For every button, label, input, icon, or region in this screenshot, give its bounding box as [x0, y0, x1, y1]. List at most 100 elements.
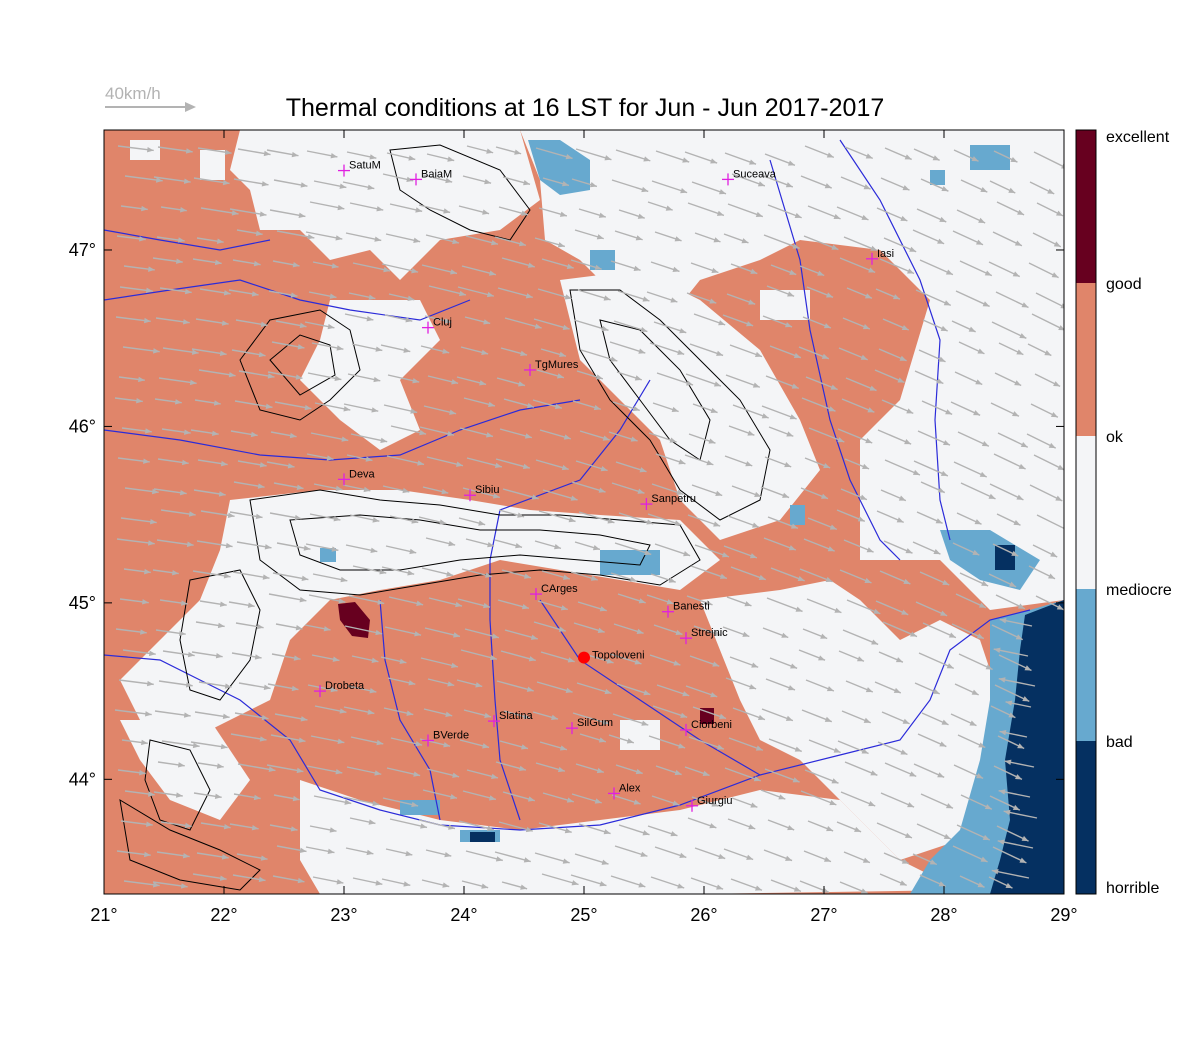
wind-arrow-head — [368, 294, 376, 300]
wind-arrow-head — [551, 714, 559, 720]
wind-arrow-head — [859, 494, 867, 500]
wind-arrow-head — [984, 804, 992, 810]
wind-arrow-head — [492, 493, 500, 499]
wind-arrow-head — [1009, 581, 1017, 587]
wind-arrow-head — [526, 402, 534, 409]
wind-arrow-head — [144, 568, 151, 575]
wind-arrow-head — [304, 404, 312, 411]
wind-arrow-head — [823, 463, 831, 469]
city-marker: Sibiu — [464, 484, 499, 502]
wind-arrow-head — [871, 639, 879, 645]
wind-arrow-head — [447, 156, 455, 162]
wind-arrow-head — [142, 599, 149, 605]
wind-arrow-head — [261, 181, 269, 187]
ok-region-danube-valley — [300, 780, 960, 894]
wind-arrow-head — [292, 262, 300, 268]
wind-arrow-head — [744, 601, 752, 607]
wind-arrow-head — [671, 406, 679, 413]
wind-arrow-head — [524, 573, 531, 579]
wind-arrow-head — [1014, 380, 1022, 386]
wind-arrow-head — [709, 298, 717, 304]
wind-arrow-head — [638, 348, 646, 354]
wind-arrow-head — [972, 549, 980, 556]
wind-arrow-head — [138, 376, 145, 383]
wind-arrow-head — [448, 824, 455, 830]
wind-arrow-head — [520, 884, 528, 890]
wind-arrow-head — [562, 324, 570, 330]
colorbar-label-mediocre: mediocre — [1106, 582, 1172, 599]
wind-arrow-head — [976, 633, 984, 639]
wind-arrow-head — [182, 319, 190, 325]
wind-arrow-head — [757, 714, 765, 720]
wind-arrow-head — [258, 876, 266, 883]
wind-arrow-head — [749, 553, 757, 559]
wind-arrow-head — [826, 826, 834, 832]
wind-arrow-head — [451, 662, 458, 669]
wind-arrow-head — [902, 185, 910, 191]
wind-arrow-head — [146, 287, 153, 294]
wind-arrow-head — [491, 633, 499, 639]
wind-arrow-head — [864, 577, 872, 583]
city-label: Alex — [619, 782, 641, 794]
wind-arrow-head — [344, 799, 352, 805]
colorbar-good — [1076, 283, 1096, 436]
wind-arrow-head — [483, 319, 491, 325]
wind-arrow-head — [260, 855, 268, 861]
wind-arrow-head — [904, 154, 912, 160]
wind-arrow-head — [786, 431, 794, 437]
wind-arrow-head — [488, 401, 495, 407]
wind-arrow-head — [674, 236, 682, 242]
wind-arrow-head — [527, 796, 535, 802]
wind-arrow-head — [1011, 550, 1019, 557]
wind-arrow-head — [638, 598, 646, 604]
contour-north — [389, 144, 531, 241]
wind-arrow-head — [711, 267, 719, 273]
wind-arrow-head — [148, 650, 156, 657]
wind-arrow-head — [402, 487, 410, 494]
wind-arrow-head — [521, 604, 529, 610]
river-olt — [489, 379, 651, 821]
wind-arrow-head — [481, 883, 489, 889]
wind-arrow-head — [295, 374, 303, 380]
wind-arrow-head — [262, 574, 270, 580]
wind-arrow-head — [143, 851, 151, 858]
wind-arrow-head — [833, 213, 841, 220]
horrible-patch — [470, 832, 495, 842]
wind-arrow-head — [626, 738, 634, 744]
colorbar-ok — [1076, 436, 1096, 589]
wind-arrow-head — [746, 854, 754, 860]
wind-arrow-head — [713, 381, 721, 387]
wind-arrow-head — [702, 770, 710, 776]
wind-arrow-head — [599, 606, 607, 612]
wind-arrow-head — [789, 414, 797, 420]
wind-arrow-head — [409, 548, 417, 555]
wind-arrow-head — [907, 268, 915, 274]
wind-arrow-head — [329, 293, 337, 299]
city-marker: BaiaM — [410, 168, 452, 186]
wind-arrow-head — [406, 710, 414, 716]
city-markers: SatuM BaiaM Suceava Iasi Cluj TgMures Deva Sibi… — [314, 160, 894, 812]
wind-arrow-head — [489, 795, 496, 801]
wind-arrow-head — [1044, 350, 1052, 356]
wind-arrow-head — [525, 826, 533, 833]
wind-arrow-head — [1003, 809, 1011, 816]
wind-arrow-head — [171, 569, 179, 576]
wind-arrow-head — [600, 466, 608, 472]
x-tick-label: 29° — [1050, 905, 1077, 925]
wind-arrow-head — [896, 517, 904, 523]
wind-arrow-head — [784, 462, 792, 468]
wind-arrow-head — [709, 823, 717, 829]
wind-arrow-head — [145, 428, 152, 434]
wind-arrow-head — [211, 430, 219, 436]
wind-arrow-head — [976, 239, 984, 245]
wind-arrow-head — [227, 512, 235, 518]
wind-arrow-head — [517, 512, 525, 518]
wind-arrow-head — [366, 849, 374, 856]
wind-arrow-head — [746, 321, 754, 327]
wind-arrow-head — [785, 855, 793, 861]
wind-arrow-head — [414, 631, 422, 637]
wind-arrow-head — [906, 408, 914, 414]
wind-arrow-head — [299, 596, 307, 603]
wind-arrow-head — [750, 268, 758, 274]
wind-arrow-head — [1019, 333, 1027, 339]
